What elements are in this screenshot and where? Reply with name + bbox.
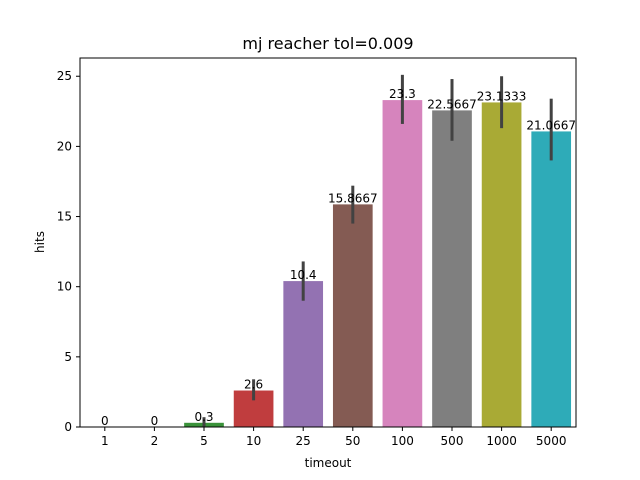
y-tick-label-25: 25 [57,69,72,83]
y-axis-label: hits [33,231,47,253]
x-tick-label-50: 50 [345,434,360,448]
x-tick-label-5: 5 [200,434,208,448]
x-tick-label-5000: 5000 [536,434,567,448]
x-axis-label: timeout [305,456,352,470]
bar-500 [432,110,472,427]
bar-1000 [481,102,522,428]
bar-100 [382,100,423,428]
x-tick-label-1000: 1000 [486,434,517,448]
x-tick-label-25: 25 [296,434,311,448]
y-tick-label-15: 15 [57,210,72,224]
error-bars-group [202,74,553,427]
y-axis-ticks: 0 5 10 15 20 25 [57,69,80,434]
x-tick-label-500: 500 [441,434,464,448]
data-label-500: 22.5667 [427,97,477,111]
bar-5000 [531,131,572,427]
data-label-5000: 21.0667 [526,118,576,132]
chart-title: mj reacher tol=0.009 [242,34,413,53]
x-tick-label-1: 1 [101,434,109,448]
data-label-5: 0.3 [194,410,213,424]
x-tick-label-2: 2 [151,434,159,448]
y-tick-label-5: 5 [64,350,72,364]
bar-25 [283,281,324,427]
data-label-2: 0 [151,414,159,428]
bar-50 [332,204,373,427]
data-label-25: 10.4 [290,268,317,282]
bars-group [184,100,572,428]
plot-frame [79,57,577,428]
data-label-100: 23.3 [389,87,416,101]
y-tick-label-20: 20 [57,139,72,153]
data-label-10: 2.6 [244,378,263,392]
x-tick-label-10: 10 [246,434,261,448]
x-tick-label-100: 100 [391,434,414,448]
data-label-1: 0 [101,414,109,428]
data-label-50: 15.8667 [328,191,378,205]
y-tick-label-0: 0 [64,420,72,434]
x-axis-ticks: 1 2 5 10 25 50 100 500 1000 5000 [101,427,566,448]
data-label-1000: 23.1333 [477,89,527,103]
y-tick-label-10: 10 [57,280,72,294]
